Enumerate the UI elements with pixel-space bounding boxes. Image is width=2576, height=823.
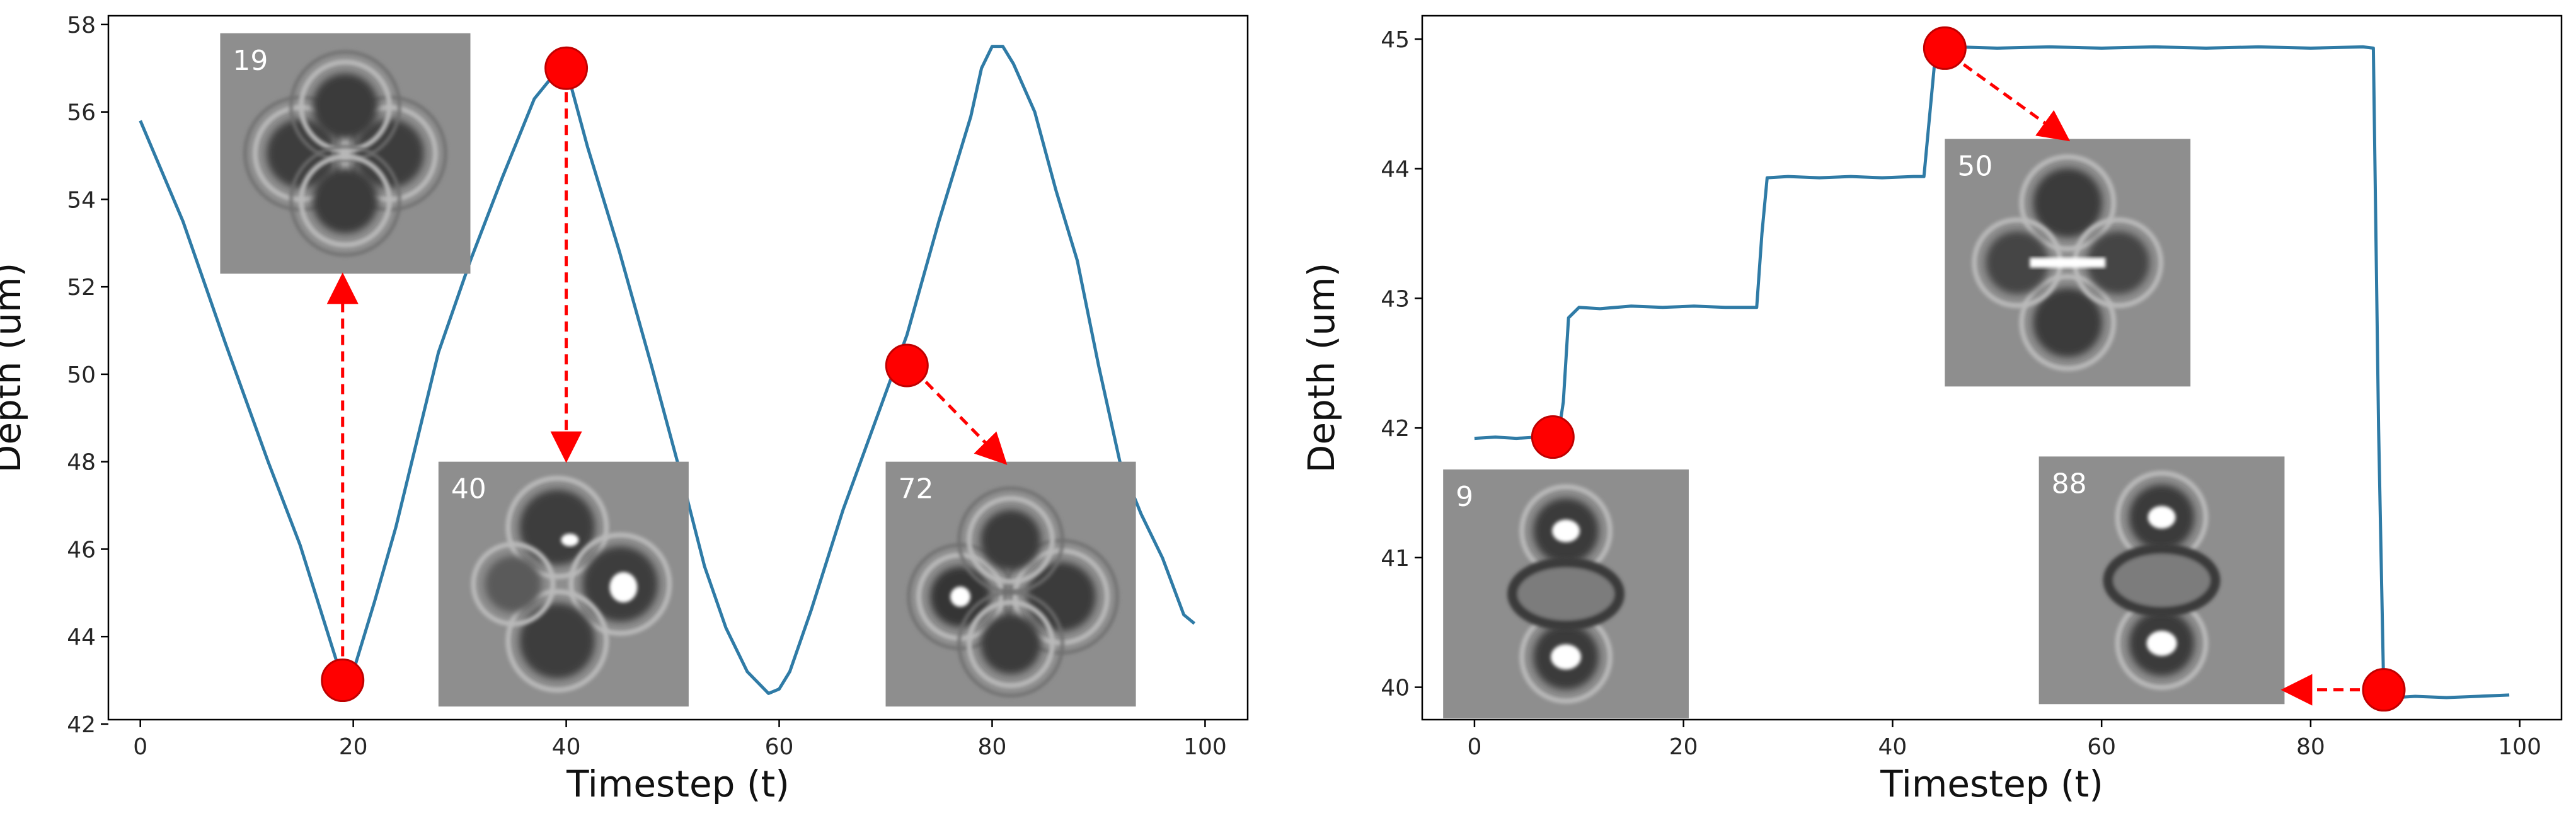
inset-ring [505,475,609,579]
y-tick-label: 40 [1381,676,1410,701]
inset-lobe [312,73,378,139]
inset-frame-label: 9 [1456,481,1473,513]
x-axis-label: Timestep (t) [566,763,790,805]
inset-lobe [2086,231,2150,294]
inset-frame-label: 72 [898,473,933,505]
highlight-marker [1923,26,1967,70]
inset-ring [967,599,1055,688]
inset-bright-spot [1552,519,1580,543]
inset-lobe [485,555,542,613]
left-depth-chart: 0 20 40 60 80 100 42 44 46 48 50 52 54 56 58 Timestep (… [0,13,1249,805]
inset-ring [298,154,392,248]
y-tick-label: 52 [67,275,96,301]
y-tick-label: 42 [67,712,96,738]
x-tick-label: 20 [1669,734,1698,760]
inset-frame-9: 9 [1443,469,1689,718]
y-tick-label: 46 [67,537,96,563]
plot-frame [107,14,1249,721]
y-tick-label: 44 [67,624,96,650]
inset-ring [289,145,401,257]
annotation-arrow [1962,63,2071,142]
y-axis-label: Depth (um) [1300,263,1343,473]
depth-series-line [1474,45,2510,699]
inset-ring [568,532,672,636]
inset-ring [2019,154,2117,251]
inset-ring [967,495,1055,584]
annotation-arrow [924,381,1008,465]
inset-lobe [519,602,595,679]
inset-ring [505,589,609,693]
y-tick-label: 50 [67,362,96,388]
inset-bright-spot [950,586,971,607]
inset-bright-bar [2030,257,2106,268]
inset-disc [1507,557,1625,631]
inset-ring [471,541,556,626]
inset-frame-72: 72 [885,461,1136,707]
inset-lobe [312,168,378,234]
inset-bright-spot [561,533,579,546]
inset-frame-88: 88 [2038,456,2285,705]
inset-lobe [980,613,1042,674]
y-axis-label: Depth (um) [0,263,29,473]
x-tick-label: 100 [2498,734,2541,760]
inset-frame-label: 50 [1957,150,1992,182]
y-tick-label: 56 [67,100,96,126]
plot-frame [1421,14,2563,721]
y-tick-label: 43 [1381,286,1410,312]
inset-frame-label: 19 [233,45,268,77]
x-tick-label: 60 [2087,734,2116,760]
inset-lobe [354,118,424,188]
x-tick-label: 80 [2296,734,2325,760]
inset-lobe [519,489,595,565]
inset-ring [2019,273,2117,371]
highlight-marker [2362,668,2406,712]
inset-bright-spot [2148,505,2176,529]
x-tick-label: 100 [1183,734,1227,760]
inset-lobe [2033,287,2103,357]
y-tick-label: 58 [67,13,96,38]
inset-bright-spot [1551,644,1582,670]
inset-frame-19: 19 [220,33,471,274]
y-tick-label: 48 [67,450,96,476]
x-tick-label: 40 [1878,734,1907,760]
y-tick-label: 54 [67,187,96,213]
right-depth-chart: 0 20 40 60 80 100 40 41 42 43 44 45 Timestep (t) Dept… [1300,14,2563,805]
inset-ring [957,590,1064,698]
inset-lobe [266,118,336,188]
inset-frame-label: 40 [451,473,486,505]
x-tick-label: 60 [765,734,794,760]
inset-frame-50: 50 [1945,139,2191,387]
depth-series-line [139,45,1196,695]
y-tick-label: 44 [1381,157,1410,183]
inset-ring [289,50,401,163]
highlight-marker [321,659,365,703]
x-tick-label: 40 [552,734,581,760]
y-tick-label: 41 [1381,546,1410,572]
inset-frame-label: 88 [2052,468,2087,500]
x-axis-label: Timestep (t) [1880,763,2103,805]
y-tick-label: 42 [1381,416,1410,442]
highlight-marker [1531,415,1575,459]
inset-frame-40: 40 [438,461,689,707]
x-tick-label: 80 [978,734,1007,760]
x-tick-label: 0 [133,734,147,760]
highlight-marker [544,46,589,90]
inset-lobe [1986,231,2049,294]
inset-disc [2103,543,2221,617]
x-tick-label: 0 [1467,734,1481,760]
x-tick-label: 20 [339,734,368,760]
inset-bright-spot [609,572,638,602]
inset-lobe [2033,168,2103,238]
y-tick-label: 45 [1381,27,1410,53]
inset-lobe [980,509,1042,570]
inset-ring [298,59,392,153]
inset-bright-spot [2146,630,2177,656]
highlight-marker [885,343,929,388]
